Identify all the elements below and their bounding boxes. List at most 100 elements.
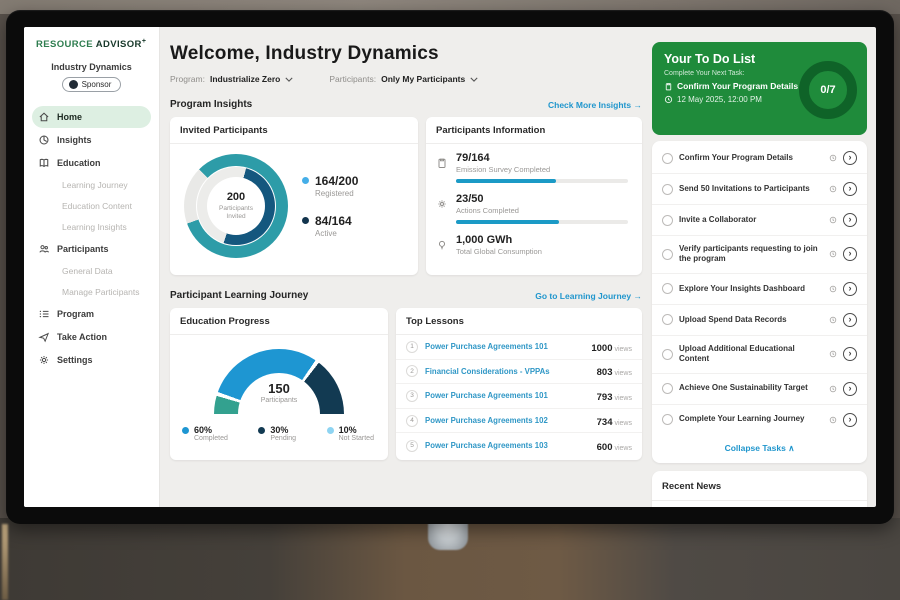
- metric-consumption: 1,000 GWh Total Global Consumption: [436, 234, 630, 256]
- sponsor-badge-icon: [69, 80, 78, 89]
- logo-resource: RESOURCE: [36, 39, 93, 50]
- lesson-rank: 4: [406, 415, 418, 427]
- todo-summary-card: Your To Do List Complete Your Next Task:…: [652, 42, 867, 135]
- task-checkbox[interactable]: [662, 153, 673, 164]
- program-insights-title: Program Insights: [170, 99, 252, 110]
- sidebar-item-label: Learning Journey: [62, 180, 128, 190]
- sidebar-item-label: Settings: [57, 355, 93, 365]
- sidebar: RESOURCE ADVISOR+ Industry Dynamics Spon…: [24, 27, 160, 507]
- task-list-card: Confirm Your Program Details › Send 50 I…: [652, 141, 867, 463]
- task-row[interactable]: Invite a Collaborator ›: [652, 205, 867, 236]
- task-chevron-button[interactable]: ›: [843, 182, 857, 196]
- sidebar-item-label: Education: [57, 158, 101, 168]
- sidebar-item-label: Insights: [57, 135, 92, 145]
- lesson-link[interactable]: Power Purchase Agreements 103: [425, 441, 590, 450]
- lesson-link[interactable]: Power Purchase Agreements 101: [425, 342, 584, 351]
- sidebar-item-learning-insights[interactable]: Learning Insights: [32, 217, 151, 237]
- profile-block: Industry Dynamics Sponsor: [24, 62, 159, 94]
- sidebar-item-program[interactable]: Program: [32, 303, 151, 325]
- legend-not-started: 10% Not Started: [327, 425, 374, 442]
- program-insights-header: Program Insights Check More Insights →: [170, 99, 642, 110]
- task-checkbox[interactable]: [662, 414, 673, 425]
- clipboard-icon: [436, 156, 448, 168]
- sidebar-item-education-content[interactable]: Education Content: [32, 196, 151, 216]
- task-chevron-button[interactable]: ›: [843, 347, 857, 361]
- registered-dot: [302, 177, 309, 184]
- sponsor-badge[interactable]: Sponsor: [62, 77, 122, 92]
- clock-icon: [829, 154, 837, 162]
- task-checkbox[interactable]: [662, 215, 673, 226]
- task-checkbox[interactable]: [662, 349, 673, 360]
- task-chevron-button[interactable]: ›: [843, 313, 857, 327]
- task-chevron-button[interactable]: ›: [843, 282, 857, 296]
- program-filter-label: Program:: [170, 74, 205, 84]
- program-filter-value: Industrialize Zero: [210, 74, 280, 84]
- sidebar-item-label: Education Content: [62, 201, 132, 211]
- lesson-row[interactable]: 5 Power Purchase Agreements 103 600views: [396, 433, 642, 458]
- metric-emission-survey: 79/164 Emission Survey Completed: [436, 152, 630, 183]
- task-checkbox[interactable]: [662, 383, 673, 394]
- task-chevron-button[interactable]: ›: [843, 247, 857, 261]
- task-row[interactable]: Achieve One Sustainability Target ›: [652, 374, 867, 405]
- sidebar-item-insights[interactable]: Insights: [32, 129, 151, 151]
- participants-information-card: Participants Information 79/164 Emission…: [426, 117, 642, 275]
- program-filter-dropdown[interactable]: Program: Industrialize Zero: [170, 74, 293, 84]
- lesson-link[interactable]: Power Purchase Agreements 101: [425, 391, 590, 400]
- task-row[interactable]: Upload Spend Data Records ›: [652, 305, 867, 336]
- todo-datetime: 12 May 2025, 12:00 PM: [664, 95, 798, 104]
- sidebar-item-label: Manage Participants: [62, 287, 140, 297]
- sidebar-item-participants[interactable]: Participants: [32, 238, 151, 260]
- task-chevron-button[interactable]: ›: [843, 413, 857, 427]
- metric-actions-completed: 23/50 Actions Completed: [436, 193, 630, 224]
- task-checkbox[interactable]: [662, 184, 673, 195]
- main-content: Welcome, Industry Dynamics Program: Indu…: [161, 27, 652, 507]
- gauge-value: 150: [214, 381, 344, 396]
- sidebar-item-take-action[interactable]: Take Action: [32, 326, 151, 348]
- task-row[interactable]: Confirm Your Program Details ›: [652, 143, 867, 174]
- education-legend: 60% Completed 30% Pending: [170, 415, 388, 442]
- participants-filter-dropdown[interactable]: Participants: Only My Participants: [329, 74, 478, 84]
- lesson-row[interactable]: 2 Financial Considerations - VPPAs 803vi…: [396, 360, 642, 385]
- learning-journey-header: Participant Learning Journey Go to Learn…: [170, 290, 642, 301]
- top-lessons-card: Top Lessons 1 Power Purchase Agreements …: [396, 308, 642, 460]
- sidebar-item-home[interactable]: Home: [32, 106, 151, 128]
- task-checkbox[interactable]: [662, 283, 673, 294]
- sidebar-item-education[interactable]: Education: [32, 152, 151, 174]
- task-row[interactable]: Explore Your Insights Dashboard ›: [652, 274, 867, 305]
- gear-icon: [38, 354, 50, 366]
- sidebar-item-settings[interactable]: Settings: [32, 349, 151, 371]
- participants-icon: [38, 243, 50, 255]
- todo-progress-value: 0/7: [820, 84, 835, 96]
- recent-news-title: Recent News: [652, 471, 867, 501]
- task-row[interactable]: Upload Additional Educational Content ›: [652, 336, 867, 374]
- education-progress-gauge-chart: 150 Participants: [214, 349, 344, 415]
- home-icon: [38, 111, 50, 123]
- sidebar-item-learning-journey[interactable]: Learning Journey: [32, 175, 151, 195]
- lesson-row[interactable]: 1 Power Purchase Agreements 101 1000view…: [396, 335, 642, 360]
- lesson-row[interactable]: 4 Power Purchase Agreements 102 734views: [396, 409, 642, 434]
- go-to-learning-journey-link[interactable]: Go to Learning Journey →: [535, 291, 642, 301]
- sidebar-item-manage-participants[interactable]: Manage Participants: [32, 282, 151, 302]
- legend-registered: 164/200 Registered: [302, 174, 358, 198]
- profile-name: Industry Dynamics: [24, 62, 159, 72]
- task-checkbox[interactable]: [662, 249, 673, 260]
- task-row[interactable]: Complete Your Learning Journey ›: [652, 405, 867, 435]
- task-chevron-button[interactable]: ›: [843, 151, 857, 165]
- clock-icon: [829, 250, 837, 258]
- sidebar-item-label: Home: [57, 112, 82, 122]
- task-chevron-button[interactable]: ›: [843, 213, 857, 227]
- todo-next-task: Confirm Your Program Details: [664, 81, 798, 91]
- lesson-link[interactable]: Power Purchase Agreements 102: [425, 416, 590, 425]
- lesson-row[interactable]: 3 Power Purchase Agreements 101 793views: [396, 384, 642, 409]
- lesson-link[interactable]: Financial Considerations - VPPAs: [425, 367, 590, 376]
- task-row[interactable]: Verify participants requesting to join t…: [652, 236, 867, 274]
- task-chevron-button[interactable]: ›: [843, 382, 857, 396]
- clock-icon: [829, 350, 837, 358]
- arrow-right-icon: →: [634, 100, 643, 110]
- chevron-down-icon: [470, 77, 478, 82]
- task-checkbox[interactable]: [662, 314, 673, 325]
- task-row[interactable]: Send 50 Invitations to Participants ›: [652, 174, 867, 205]
- collapse-tasks-link[interactable]: Collapse Tasks ∧: [652, 435, 867, 463]
- sidebar-item-general-data[interactable]: General Data: [32, 261, 151, 281]
- check-more-insights-link[interactable]: Check More Insights →: [548, 100, 642, 110]
